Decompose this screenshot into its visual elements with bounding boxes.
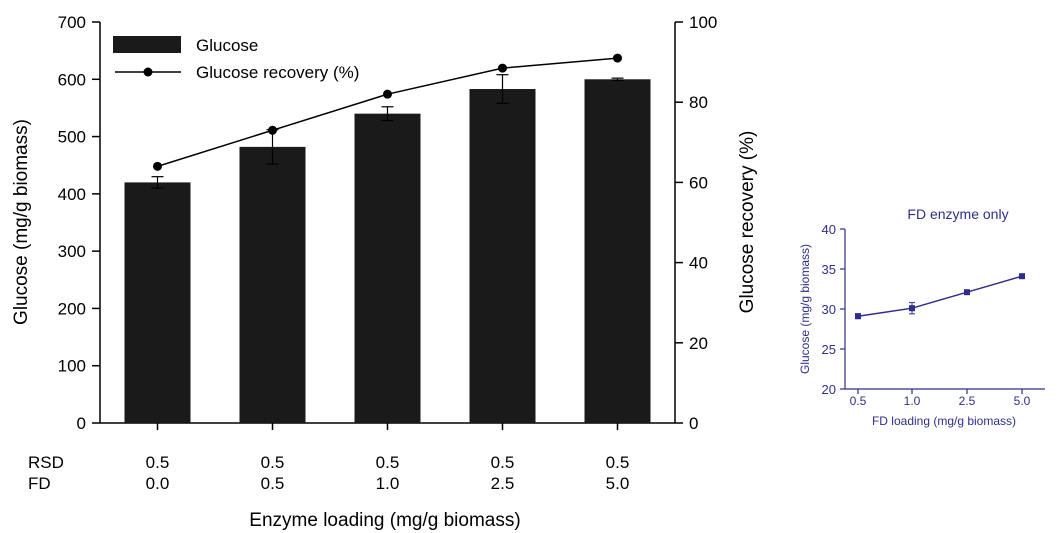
bar xyxy=(124,182,191,423)
legend-label-glucose: Glucose xyxy=(196,36,258,55)
inset-line xyxy=(857,275,1023,317)
x-axis-title: Enzyme loading (mg/g biomass) xyxy=(249,510,520,531)
inset-x-tick-label: 5.0 xyxy=(1014,394,1031,408)
recovery-point xyxy=(268,125,277,135)
left-y-tick-label: 500 xyxy=(58,128,86,147)
legend-label-recovery: Glucose recovery (%) xyxy=(196,63,359,82)
category-value: 0.5 xyxy=(376,453,400,472)
inset-point xyxy=(964,289,970,296)
right-y-tick-label: 100 xyxy=(689,13,717,32)
left-y-tick-label: 0 xyxy=(77,414,86,433)
inset-y-tick-label: 25 xyxy=(822,342,836,357)
category-value: 0.5 xyxy=(261,453,285,472)
category-value: 0.5 xyxy=(606,453,630,472)
inset-y-tick-label: 40 xyxy=(822,222,836,237)
category-value: 0.5 xyxy=(491,453,515,472)
category-value: 0.5 xyxy=(261,474,285,493)
right-y-tick-label: 60 xyxy=(689,173,708,192)
bar xyxy=(584,79,651,424)
category-value: 0.5 xyxy=(146,453,170,472)
category-value: 1.0 xyxy=(376,474,400,493)
left-y-tick-label: 700 xyxy=(58,13,86,32)
left-y-tick-label: 300 xyxy=(58,242,86,261)
inset-y-tick-label: 30 xyxy=(822,302,836,317)
right-y-tick-label: 0 xyxy=(689,414,698,433)
inset-y-axis-title: Glucose (mg/g biomass) xyxy=(798,244,812,374)
category-row-label: FD xyxy=(28,474,51,493)
recovery-point xyxy=(383,89,392,99)
recovery-point xyxy=(153,161,162,171)
inset-point xyxy=(1019,273,1025,280)
bar xyxy=(354,113,421,424)
category-row-label: RSD xyxy=(28,453,64,472)
inset-point xyxy=(855,313,861,320)
bar xyxy=(239,146,306,423)
left-y-tick-label: 400 xyxy=(58,185,86,204)
inset-y-tick-label: 20 xyxy=(822,382,836,397)
legend-marker-recovery xyxy=(143,67,153,77)
left-y-axis-title: Glucose (mg/g biomass) xyxy=(11,119,32,325)
inset-x-tick-label: 1.0 xyxy=(904,394,921,408)
legend-swatch-glucose xyxy=(113,36,181,53)
inset-x-tick-label: 2.5 xyxy=(959,394,976,408)
left-y-tick-label: 600 xyxy=(58,70,86,89)
recovery-point xyxy=(613,53,622,63)
inset-point xyxy=(909,305,915,312)
left-y-tick-label: 100 xyxy=(58,357,86,376)
inset-x-tick-label: 0.5 xyxy=(850,394,867,408)
right-y-tick-label: 20 xyxy=(689,334,708,353)
inset-title: FD enzyme only xyxy=(907,206,1008,222)
right-y-axis-title: Glucose recovery (%) xyxy=(737,131,758,314)
main-chart: 0 100 200 300 400 500 600 700 0 20 40 60 80 100 Glucos… xyxy=(11,13,758,531)
right-y-tick-label: 80 xyxy=(689,93,708,112)
inset-x-axis-title: FD loading (mg/g biomass) xyxy=(872,414,1016,428)
left-y-tick-label: 200 xyxy=(58,299,86,318)
right-y-tick-label: 40 xyxy=(689,254,708,273)
category-value: 5.0 xyxy=(606,474,630,493)
category-value: 0.0 xyxy=(146,474,170,493)
bar xyxy=(469,89,536,423)
recovery-point xyxy=(498,63,507,73)
inset-chart: 20 25 30 35 40 0.5 1.0 2.5 5.0 FD enzyme only FD l… xyxy=(798,206,1045,428)
category-value: 2.5 xyxy=(491,474,515,493)
inset-y-tick-label: 35 xyxy=(822,262,836,277)
